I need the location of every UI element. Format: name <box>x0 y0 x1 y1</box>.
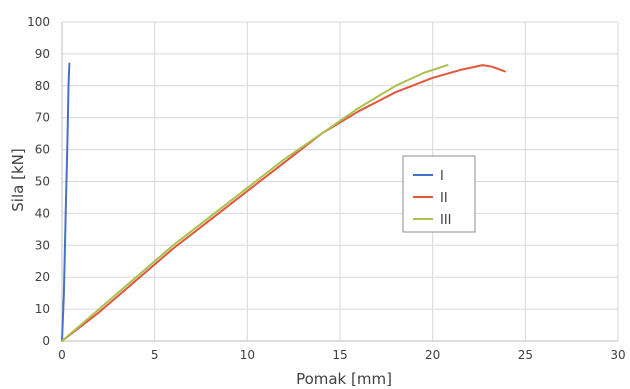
x-tick-label: 5 <box>151 348 159 362</box>
x-tick-label: 0 <box>58 348 66 362</box>
series-line-iii <box>61 64 449 342</box>
x-tick-label: 20 <box>425 348 440 362</box>
x-tick-label: 15 <box>332 348 347 362</box>
y-tick-label: 40 <box>35 206 50 220</box>
x-tick-label: 30 <box>610 348 625 362</box>
legend-label: III <box>440 213 452 228</box>
y-tick-label: 0 <box>42 334 50 348</box>
legend-label: I <box>440 169 444 184</box>
series-line-i <box>61 62 71 342</box>
x-axis-title: Pomak [mm] <box>296 370 392 388</box>
y-tick-label: 60 <box>35 143 50 157</box>
series-lines <box>61 62 506 342</box>
y-tick-label: 30 <box>35 238 50 252</box>
y-tick-label: 50 <box>35 175 50 189</box>
grid-lines <box>61 21 619 342</box>
x-tick-labels: 0 5 10 15 20 25 30 <box>58 348 625 362</box>
x-tick-label: 10 <box>240 348 255 362</box>
y-tick-label: 70 <box>35 111 50 125</box>
y-tick-label: 20 <box>35 270 50 284</box>
y-axis-title: Sila [kN] <box>9 148 27 211</box>
legend-box <box>402 155 476 233</box>
y-tick-label: 80 <box>35 79 50 93</box>
x-tick-label: 25 <box>518 348 533 362</box>
y-tick-label: 10 <box>35 302 50 316</box>
y-tick-label: 100 <box>27 15 50 29</box>
y-tick-labels: 0 10 20 30 40 50 60 70 80 90 100 <box>27 15 50 348</box>
y-tick-label: 90 <box>35 47 50 61</box>
legend-label: II <box>440 191 448 206</box>
